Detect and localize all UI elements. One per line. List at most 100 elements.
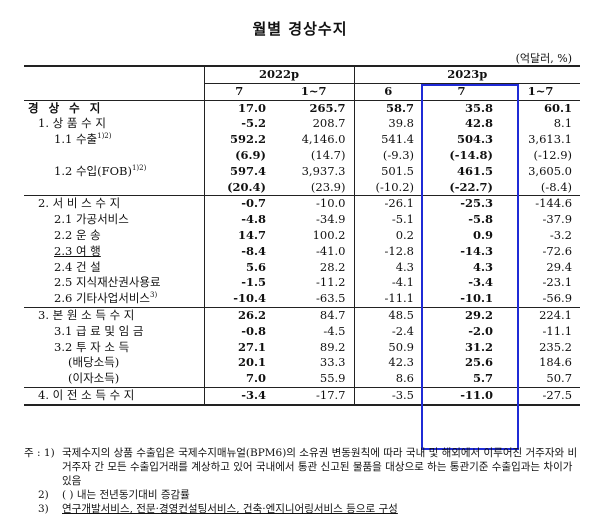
cell-value: (6.9) — [203, 147, 274, 164]
cell-value: 541.4 — [353, 132, 422, 148]
cell-value: -56.9 — [542, 291, 573, 306]
cell-value: 0.2 — [353, 227, 422, 244]
cell-value: 100.2 — [312, 227, 346, 242]
row-label: 2.3 여 행 — [24, 244, 204, 260]
cell-value: -5.2 — [203, 116, 274, 133]
cell-value: -5.1 — [353, 212, 422, 228]
cell-value: (-12.9) — [533, 147, 573, 162]
table-row: 2.3 여 행 -8.4 -41.0 -12.8 -14.3 -72.6 — [24, 243, 580, 260]
cell-value: -0.7 — [203, 195, 274, 213]
cell-value: 55.9 — [319, 371, 346, 386]
row-label: 3. 본 원 소 득 수 지 — [24, 306, 204, 324]
year-header-2023: 2023p — [353, 66, 581, 84]
row-label-text: 2.2 운 송 — [54, 227, 101, 242]
cell-value: 58.7 — [353, 99, 422, 117]
row-label-text: 3. 본 원 소 득 수 지 — [38, 307, 135, 322]
cell-value: 31.2 — [464, 339, 493, 354]
cell-value: 33.3 — [319, 355, 346, 370]
cell-value: 4,146.0 — [301, 132, 346, 147]
row-label-text: 2.6 기타사업서비스 — [54, 291, 151, 306]
col-header: 1~7 — [274, 82, 354, 101]
cell-value: 3,937.3 — [301, 163, 346, 178]
table-row: 2.2 운 송 14.7 100.2 0.2 0.9 -3.2 — [24, 227, 580, 244]
footnote-3: 3) 연구개발서비스, 전문·경영컨설팅서비스, 건축·엔지니어링서비스 등으로… — [24, 502, 584, 516]
footnote-text: 국제수지의 상품 수출입은 국제수지매뉴얼(BPM6)의 소유권 변동원칙에 따… — [62, 447, 578, 487]
row-label-text: (배당소득) — [68, 355, 120, 370]
row-label: (이자소득) — [24, 371, 204, 387]
cell-value: -10.4 — [203, 291, 274, 308]
cell-value: 3,605.0 — [528, 163, 573, 178]
cell-value: -27.5 — [501, 386, 581, 406]
cell-value: -11.1 — [542, 323, 573, 338]
cell-value: -41.0 — [316, 243, 346, 258]
cell-value: 50.9 — [353, 339, 422, 356]
cell-value: 8.1 — [553, 116, 573, 131]
cell-value: (-8.4) — [540, 179, 573, 194]
cell-value: 224.1 — [501, 306, 581, 324]
cell-value: -11.1 — [353, 291, 422, 308]
row-label-text: 2. 서 비 스 수 지 — [38, 196, 121, 211]
cell-value: 504.3 — [456, 132, 493, 147]
row-label: 1. 상 품 수 지 — [24, 116, 204, 132]
footnote-number: 2) — [38, 489, 49, 501]
cell-value: 29.4 — [546, 259, 573, 274]
cell-value: 265.7 — [274, 99, 354, 117]
notes-prefix: 주 : — [24, 447, 41, 459]
row-label-text: (이자소득) — [68, 371, 120, 386]
cell-value: (-22.7) — [449, 179, 493, 194]
cell-value: 5.6 — [203, 259, 274, 276]
row-label-text: 3.1 급 료 및 임 금 — [54, 323, 144, 338]
cell-value: -63.5 — [316, 291, 346, 306]
cell-value: 3,613.1 — [528, 132, 573, 147]
col-header: 6 — [353, 82, 422, 101]
row-label-text: 1. 상 품 수 지 — [38, 116, 106, 131]
cell-value: -10.1 — [460, 291, 493, 306]
cell-value: (20.4) — [203, 179, 274, 196]
footnote-text: 연구개발서비스, 전문·경영컨설팅서비스, 건축·엔지니어링서비스 등으로 구성 — [62, 503, 398, 515]
cell-value: 461.5 — [456, 163, 493, 178]
cell-value: (-10.2) — [353, 179, 422, 196]
row-label: 1.2 수입(FOB)1)2) — [24, 164, 204, 180]
cell-value: 4.3 — [472, 259, 493, 274]
cell-value: -5.8 — [468, 212, 493, 227]
cell-value: 35.8 — [422, 99, 501, 117]
cell-value: 29.2 — [422, 306, 501, 324]
row-label — [24, 148, 204, 164]
cell-value: 4.3 — [353, 259, 422, 276]
cell-value: 501.5 — [353, 163, 422, 180]
table-row: 3.1 급 료 및 임 금 -0.8 -4.5 -2.4 -2.0 -11.1 — [24, 323, 580, 340]
cell-value: 20.1 — [203, 355, 274, 372]
cell-value: 28.2 — [319, 259, 346, 274]
table-row: 3. 본 원 소 득 수 지 26.2 84.7 48.5 29.2 224.1 — [24, 306, 581, 324]
cell-value: 39.8 — [353, 116, 422, 133]
row-label-text: 2.5 지식재산권사용료 — [54, 275, 161, 290]
cell-value: -34.9 — [316, 212, 346, 227]
cell-value: 26.2 — [203, 306, 274, 324]
cell-value: 7.0 — [203, 371, 274, 388]
footnote-ref: 3) — [150, 291, 158, 300]
corner-cell — [24, 66, 204, 100]
footnote-text: ( ) 내는 전년동기대비 증감률 — [62, 489, 190, 501]
row-label: 2. 서 비 스 수 지 — [24, 195, 204, 213]
cell-value: -2.0 — [468, 323, 493, 338]
row-label: 2.6 기타사업서비스3) — [24, 291, 204, 307]
cell-value: -23.1 — [542, 275, 573, 290]
cell-value: -72.6 — [542, 243, 573, 258]
cell-value: -11.2 — [316, 275, 346, 290]
footnote-1: 주 : 1) 국제수지의 상품 수출입은 국제수지매뉴얼(BPM6)의 소유권 … — [24, 446, 584, 488]
cell-value: (14.7) — [310, 147, 346, 162]
cell-value: 235.2 — [539, 339, 573, 354]
table-row: (배당소득) 20.1 33.3 42.3 25.6 184.6 — [24, 355, 580, 372]
cell-value: 60.1 — [501, 99, 581, 117]
cell-value: -4.5 — [323, 323, 346, 338]
cell-value: -1.5 — [203, 275, 274, 292]
row-label-text: 4. 이 전 소 득 수 지 — [38, 387, 135, 402]
table-row: 3.2 투 자 소 득 27.1 89.2 50.9 31.2 235.2 — [24, 339, 580, 356]
cell-value: -25.3 — [422, 195, 501, 213]
row-label: 4. 이 전 소 득 수 지 — [24, 386, 204, 406]
unit-label: (억달러, %) — [515, 52, 572, 65]
cell-value: 17.0 — [203, 99, 274, 117]
cell-value: 42.8 — [464, 116, 493, 131]
cell-value: -2.4 — [353, 323, 422, 340]
cell-value: -4.1 — [353, 275, 422, 292]
